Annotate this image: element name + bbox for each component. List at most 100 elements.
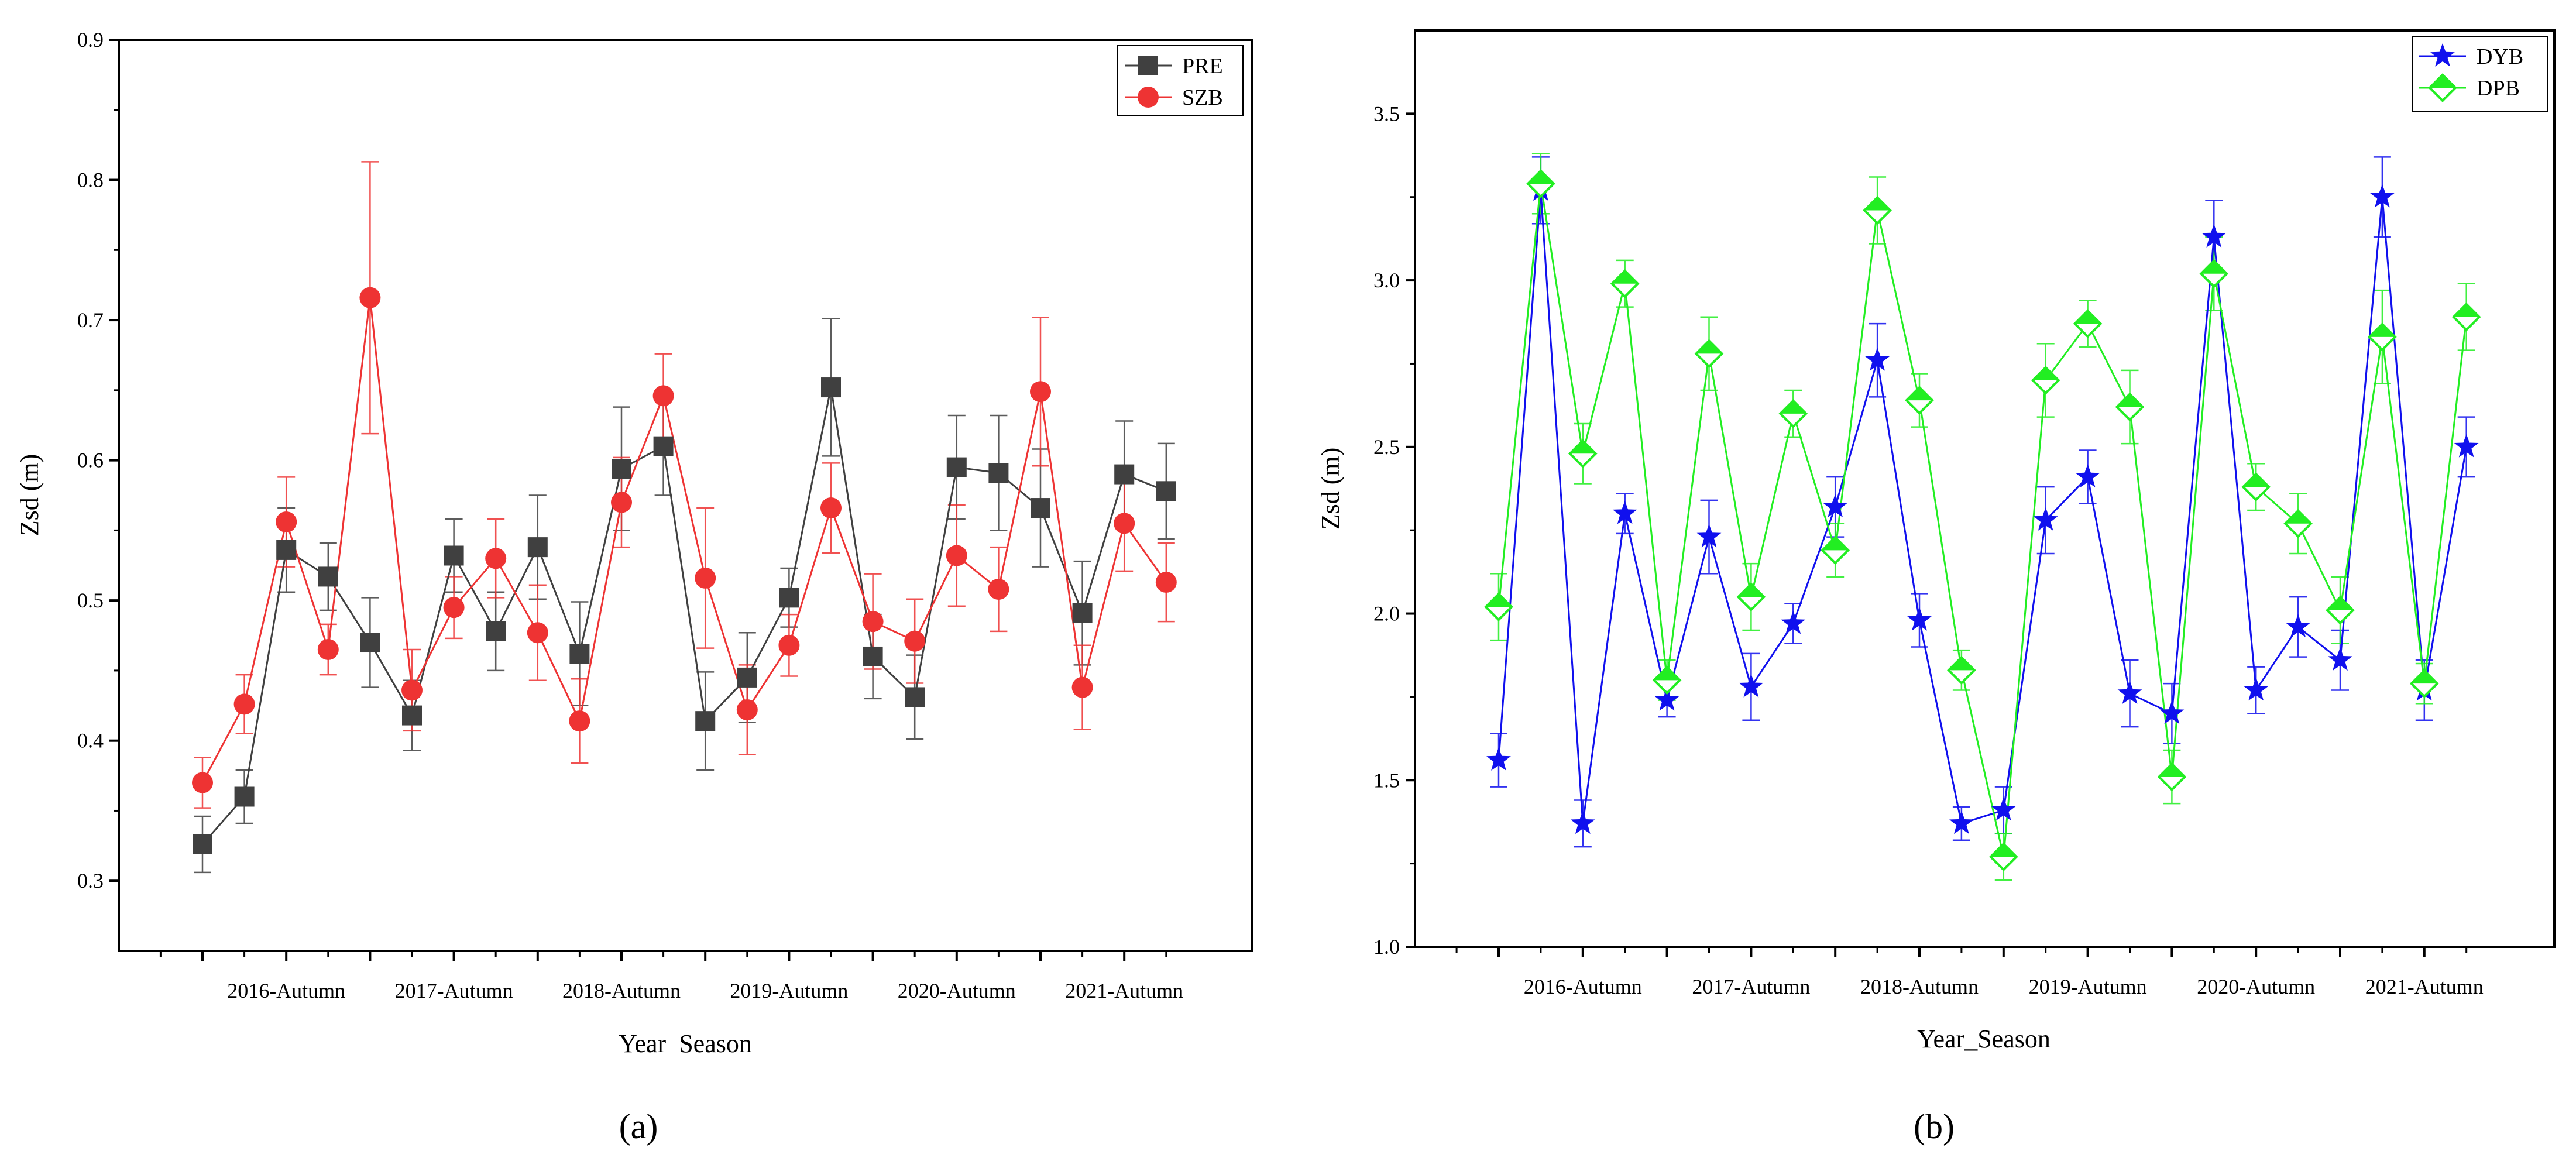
y-tick-label: 2.5: [1373, 435, 1400, 459]
marker-fill: [1907, 387, 1932, 401]
dyb-point: [2075, 464, 2100, 487]
szb-point: [736, 699, 758, 720]
szb-point: [1114, 513, 1135, 534]
pre-point: [905, 687, 925, 707]
dyb-point: [2244, 677, 2269, 701]
marker-fill: [2243, 474, 2269, 487]
dyb-point: [1907, 607, 1932, 631]
pre-point: [1072, 603, 1093, 623]
dpb-point: [1905, 386, 1934, 415]
series-lines: [1497, 183, 2468, 857]
dpb-point: [1568, 439, 1598, 469]
legend-marker-dpb: [2428, 73, 2457, 102]
marker-fill: [2201, 260, 2227, 274]
dpb-point: [2073, 309, 2103, 338]
dpb-point: [1652, 665, 1682, 695]
dyb-point: [1865, 347, 1890, 371]
marker-fill: [2430, 75, 2455, 88]
szb-point: [652, 385, 674, 407]
pre-point: [1114, 464, 1135, 485]
x-tick-label: 2016-Autumn: [227, 979, 345, 1002]
pre-point: [821, 377, 841, 398]
dpb-point: [1947, 655, 1976, 685]
x-tick-label: 2017-Autumn: [395, 979, 513, 1002]
x-tick-label: 2016-Autumn: [1524, 975, 1642, 998]
x-tick-label: 2020-Autumn: [2197, 975, 2315, 998]
y-tick-label: 0.5: [77, 589, 104, 612]
legend-label-pre: PRE: [1182, 54, 1223, 78]
legend: DYB DPB: [2412, 36, 2548, 112]
pre-point: [612, 458, 631, 479]
pre-point: [988, 463, 1009, 483]
dyb-point: [2159, 700, 2185, 724]
series-lines: [201, 297, 1167, 845]
marker-fill: [2411, 671, 2437, 684]
pre-point: [946, 457, 967, 477]
dpb-point: [2283, 509, 2313, 538]
szb-point: [233, 693, 255, 715]
marker-fill: [2074, 311, 2101, 324]
szb-point: [1030, 381, 1051, 403]
x-tick-label: 2021-Autumn: [2365, 975, 2484, 998]
pre-point: [486, 621, 506, 641]
dyb-point: [1781, 610, 1806, 634]
dyb-point: [1696, 524, 1722, 548]
szb-point: [611, 492, 632, 513]
pre-point: [234, 786, 255, 807]
marker-fill: [1738, 584, 1764, 597]
marker-fill: [1486, 594, 1512, 607]
marker-fill: [2453, 304, 2479, 317]
dyb-point: [1739, 674, 1764, 698]
dpb-point: [1988, 842, 2018, 872]
marker-fill: [1696, 341, 1722, 354]
dpb-point: [2326, 596, 2355, 625]
x-tick-label: 2019-Autumn: [730, 979, 848, 1002]
legend-label-dyb: DYB: [2477, 44, 2523, 69]
dyb-point: [2370, 184, 2395, 208]
dyb-point: [2454, 434, 2479, 458]
dpb-point: [1610, 269, 1640, 298]
szb-series-line: [201, 297, 1167, 784]
dpb-point: [2031, 366, 2060, 395]
y-tick-label: 2.0: [1373, 602, 1400, 626]
legend-frame: [2412, 36, 2548, 112]
szb-point: [443, 597, 465, 619]
pre-point: [1031, 498, 1050, 518]
marker-fill: [1990, 844, 2017, 857]
szb-point: [317, 638, 339, 660]
marker-fill: [1612, 270, 1638, 284]
marker-fill: [2327, 597, 2353, 610]
y-tick-label: 0.4: [77, 729, 104, 753]
dpb-series-line: [1497, 183, 2468, 857]
marker-fill: [1569, 441, 1596, 454]
pre-point: [569, 644, 590, 664]
y-tick-label: 1.5: [1373, 768, 1400, 792]
y-tick-label: 0.8: [77, 169, 104, 192]
dyb-point: [1570, 810, 1595, 834]
y-tick-label: 3.5: [1373, 102, 1400, 125]
y-axis-title: Zsd (m): [15, 454, 44, 537]
dyb-point: [1991, 797, 2016, 821]
chart-panel-b: 1.0 1.5 2.0 2.5 3.0 3.5 2016-Autumn 2017-Autumn…: [1316, 29, 2556, 1146]
y-tick-label: 0.7: [77, 308, 104, 332]
marker-fill: [1527, 170, 1554, 184]
szb-point: [276, 511, 297, 533]
dpb-point: [2368, 322, 2397, 352]
dyb-point: [2033, 507, 2058, 531]
szb-point: [820, 497, 842, 519]
series-markers: [192, 287, 1177, 854]
x-tick-label: 2021-Autumn: [1065, 979, 1183, 1002]
marker-fill: [2369, 324, 2395, 337]
error-bars: [194, 161, 1175, 874]
pre-point: [863, 646, 883, 666]
y-tick-label: 3.0: [1373, 269, 1400, 292]
legend-marker-szb: [1138, 87, 1159, 108]
pre-point: [318, 566, 338, 587]
dyb-point: [1823, 494, 1848, 518]
legend-label-szb: SZB: [1182, 85, 1223, 110]
pre-point: [193, 834, 212, 854]
pre-point: [360, 633, 380, 653]
x-tick-label: 2018-Autumn: [562, 979, 681, 1002]
pre-point: [737, 667, 757, 688]
dpb-point: [1778, 399, 1808, 428]
